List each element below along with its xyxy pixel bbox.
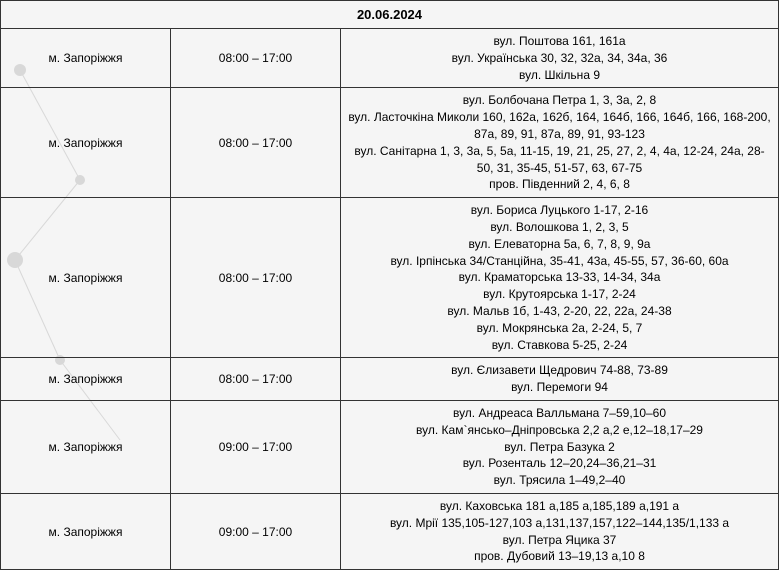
address-line: вул. Перемоги 94: [347, 379, 772, 396]
addresses-cell: вул. Єлизавети Щедрович 74-88, 73-89вул.…: [341, 358, 779, 401]
table-header-row: 20.06.2024: [1, 1, 779, 29]
schedule-table: 20.06.2024 м. Запоріжжя08:00 – 17:00вул.…: [0, 0, 779, 570]
time-cell: 08:00 – 17:00: [171, 198, 341, 358]
table-row: м. Запоріжжя08:00 – 17:00вул. Болбочана …: [1, 88, 779, 198]
addresses-cell: вул. Поштова 161, 161авул. Українська 30…: [341, 29, 779, 88]
addresses-cell: вул. Андреаса Валльмана 7–59,10–60вул. К…: [341, 400, 779, 493]
address-line: вул. Бориса Луцького 1-17, 2-16: [347, 202, 772, 219]
time-cell: 09:00 – 17:00: [171, 493, 341, 569]
time-cell: 08:00 – 17:00: [171, 358, 341, 401]
city-cell: м. Запоріжжя: [1, 400, 171, 493]
city-cell: м. Запоріжжя: [1, 88, 171, 198]
address-line: вул. Краматорська 13-33, 14-34, 34а: [347, 269, 772, 286]
address-line: вул. Елеваторна 5а, 6, 7, 8, 9, 9а: [347, 236, 772, 253]
addresses-cell: вул. Болбочана Петра 1, 3, 3а, 2, 8вул. …: [341, 88, 779, 198]
address-line: вул. Українська 30, 32, 32а, 34, 34а, 36: [347, 50, 772, 67]
addresses-cell: вул. Каховська 181 а,185 а,185,189 а,191…: [341, 493, 779, 569]
time-cell: 09:00 – 17:00: [171, 400, 341, 493]
address-line: вул. Петра Базука 2: [347, 439, 772, 456]
table-row: м. Запоріжжя08:00 – 17:00вул. Єлизавети …: [1, 358, 779, 401]
address-line: вул. Каховська 181 а,185 а,185,189 а,191…: [347, 498, 772, 515]
address-line: вул. Розенталь 12–20,24–36,21–31: [347, 455, 772, 472]
address-line: вул. Мокрянська 2а, 2-24, 5, 7: [347, 320, 772, 337]
header-date: 20.06.2024: [1, 1, 779, 29]
addresses-cell: вул. Бориса Луцького 1-17, 2-16вул. Воло…: [341, 198, 779, 358]
address-line: вул. Петра Яцика 37: [347, 532, 772, 549]
city-cell: м. Запоріжжя: [1, 29, 171, 88]
city-cell: м. Запоріжжя: [1, 493, 171, 569]
time-cell: 08:00 – 17:00: [171, 29, 341, 88]
address-line: вул. Кам`янсько–Дніпровська 2,2 а,2 е,12…: [347, 422, 772, 439]
address-line: вул. Болбочана Петра 1, 3, 3а, 2, 8: [347, 92, 772, 109]
address-line: вул. Ставкова 5-25, 2-24: [347, 337, 772, 354]
address-line: вул. Волошкова 1, 2, 3, 5: [347, 219, 772, 236]
city-cell: м. Запоріжжя: [1, 198, 171, 358]
address-line: вул. Крутоярська 1-17, 2-24: [347, 286, 772, 303]
address-line: вул. Андреаса Валльмана 7–59,10–60: [347, 405, 772, 422]
address-line: вул. Мрії 135,105-127,103 а,131,137,157,…: [347, 515, 772, 532]
address-line: вул. Поштова 161, 161а: [347, 33, 772, 50]
table-row: м. Запоріжжя08:00 – 17:00вул. Бориса Луц…: [1, 198, 779, 358]
address-line: вул. Ласточкіна Миколи 160, 162а, 162б, …: [347, 109, 772, 143]
time-cell: 08:00 – 17:00: [171, 88, 341, 198]
city-cell: м. Запоріжжя: [1, 358, 171, 401]
address-line: вул. Ірпінська 34/Станційна, 35-41, 43а,…: [347, 253, 772, 270]
address-line: вул. Єлизавети Щедрович 74-88, 73-89: [347, 362, 772, 379]
table-row: м. Запоріжжя08:00 – 17:00вул. Поштова 16…: [1, 29, 779, 88]
table-row: м. Запоріжжя09:00 – 17:00вул. Андреаса В…: [1, 400, 779, 493]
schedule-table-container: 20.06.2024 м. Запоріжжя08:00 – 17:00вул.…: [0, 0, 779, 570]
address-line: пров. Дубовий 13–19,13 а,10 8: [347, 548, 772, 565]
address-line: вул. Трясила 1–49,2–40: [347, 472, 772, 489]
address-line: вул. Мальв 1б, 1-43, 2-20, 22, 22а, 24-3…: [347, 303, 772, 320]
address-line: вул. Шкільна 9: [347, 67, 772, 84]
address-line: пров. Південний 2, 4, 6, 8: [347, 176, 772, 193]
address-line: вул. Санітарна 1, 3, 3а, 5, 5а, 11-15, 1…: [347, 143, 772, 177]
table-row: м. Запоріжжя09:00 – 17:00 вул. Каховська …: [1, 493, 779, 569]
